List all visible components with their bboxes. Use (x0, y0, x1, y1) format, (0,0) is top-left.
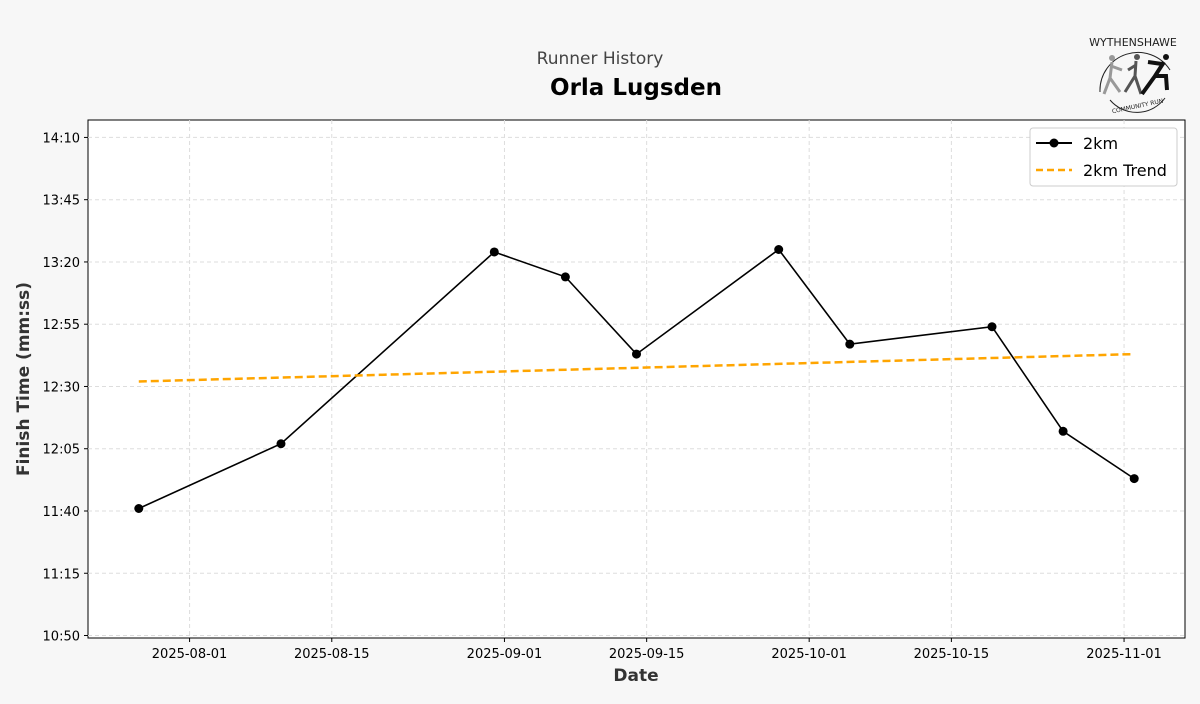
y-tick-label: 12:30 (43, 380, 80, 395)
series-line-2km-trend (138, 352, 1135, 383)
legend-marker-2km (1049, 138, 1059, 148)
data-point-2km (489, 247, 499, 257)
x-tick-label: 2025-10-01 (771, 647, 847, 662)
y-tick-label: 12:05 (43, 443, 80, 458)
x-tick-label: 2025-11-01 (1086, 647, 1162, 662)
data-point-2km (1058, 426, 1068, 436)
legend: 2km 2km Trend (1029, 127, 1178, 187)
y-tick-label: 12:55 (43, 318, 80, 333)
data-point-2km (134, 504, 144, 513)
logo-text-top: WYTHENSHAWE (1089, 36, 1177, 49)
y-tick-label: 11:15 (43, 567, 80, 582)
y-tick-label: 14:10 (43, 131, 80, 146)
x-tick-label: 2025-09-01 (467, 647, 543, 662)
data-point-2km (632, 349, 641, 359)
x-axis-label: Date (613, 666, 658, 686)
data-point-2km (1129, 474, 1139, 484)
y-axis-label: Finish Time (mm:ss) (14, 282, 34, 476)
legend-label-trend: 2km Trend (1083, 161, 1167, 180)
data-point-2km (774, 245, 784, 254)
chart-suptitle: Runner History (537, 49, 664, 69)
x-tick-label: 2025-09-15 (609, 647, 685, 662)
legend-label-2km: 2km (1083, 134, 1118, 153)
y-tick-label: 11:40 (43, 505, 80, 520)
data-point-2km (987, 322, 997, 332)
data-point-2km (560, 272, 570, 282)
data-point-2km (276, 439, 286, 449)
chart-title: Orla Lugsden (550, 75, 722, 101)
x-tick-label: 2025-10-15 (914, 647, 990, 662)
y-tick-label: 10:50 (43, 630, 80, 645)
data-point-2km (845, 339, 855, 349)
logo: WYTHENSHAWE COMMUNITY RUN (1089, 36, 1177, 115)
x-tick-label: 2025-08-15 (294, 647, 370, 662)
series-line-2km (138, 248, 1135, 510)
y-tick-label: 13:20 (43, 256, 80, 271)
x-tick-label: 2025-08-01 (152, 647, 228, 662)
y-tick-label: 13:45 (43, 194, 80, 209)
